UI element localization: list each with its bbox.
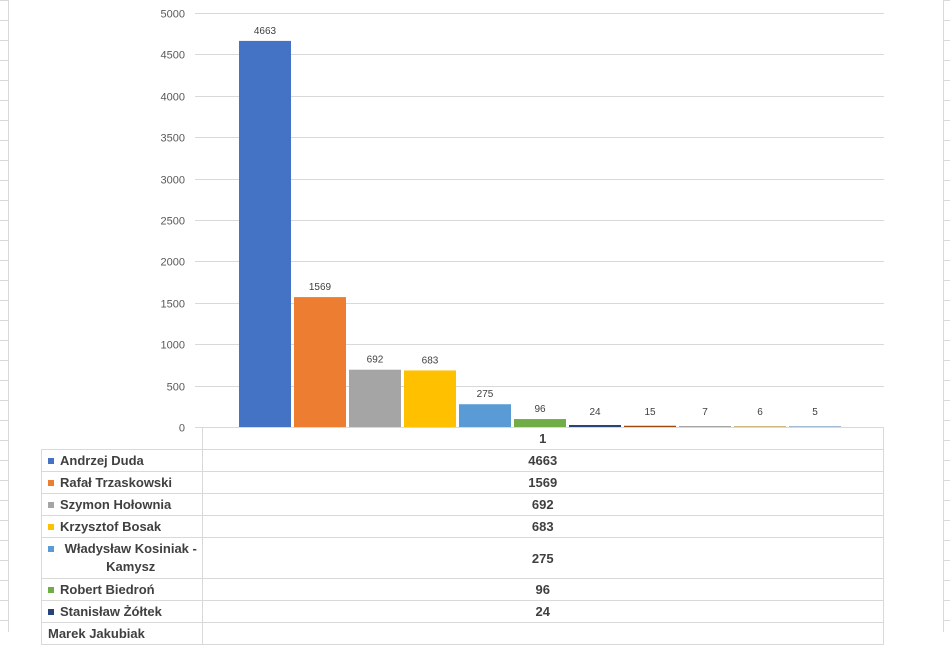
legend-key-4 <box>48 524 54 530</box>
y-tick-label-1500: 1500 <box>161 299 185 311</box>
legend-label-1: Andrzej Duda <box>60 452 144 470</box>
legend-entry-3: Szymon Hołownia <box>42 494 203 516</box>
legend-label-3: Szymon Hołownia <box>60 496 171 514</box>
legend-key-1 <box>48 458 54 464</box>
data-label-3: 692 <box>367 355 384 366</box>
table-value-2: 1569 <box>202 472 884 494</box>
table-value-7: 24 <box>202 601 884 623</box>
legend-label-7: Stanisław Żółtek <box>60 603 162 621</box>
bar-1 <box>239 41 291 427</box>
y-tick-label-2000: 2000 <box>161 257 185 269</box>
data-label-6: 96 <box>534 404 546 415</box>
bar-3 <box>349 370 401 427</box>
legend-entry-6: Robert Biedroń <box>42 579 203 601</box>
legend-entry-7: Stanisław Żółtek <box>42 601 203 623</box>
legend-label-2: Rafał Trzaskowski <box>60 474 172 492</box>
table-row: Rafał Trzaskowski 1569 <box>42 472 884 494</box>
table-value-1: 4663 <box>202 450 884 472</box>
bar-4 <box>404 370 456 427</box>
table-value-partial <box>202 623 884 645</box>
table-value-5: 275 <box>202 538 884 579</box>
y-tick-label-2500: 2500 <box>161 216 185 228</box>
table-value-6: 96 <box>202 579 884 601</box>
bar-6 <box>514 419 566 427</box>
table-corner <box>42 428 203 450</box>
table-row: Szymon Hołownia 692 <box>42 494 884 516</box>
y-tick-label-4000: 4000 <box>161 92 185 104</box>
legend-entry-1: Andrzej Duda <box>42 450 203 472</box>
data-label-5: 275 <box>477 389 494 400</box>
y-tick-label-4500: 4500 <box>161 50 185 62</box>
legend-key-5 <box>48 546 54 552</box>
data-label-1: 4663 <box>254 26 277 37</box>
legend-entry-5: Władysław Kosiniak - Kamysz <box>42 538 203 579</box>
table-row: Andrzej Duda 4663 <box>42 450 884 472</box>
y-tick-label-5000: 5000 <box>161 9 185 21</box>
table-value-3: 692 <box>202 494 884 516</box>
table-row-partial: Marek Jakubiak <box>42 623 884 645</box>
y-tick-label-1000: 1000 <box>161 340 185 352</box>
data-label-9: 7 <box>702 407 708 418</box>
legend-entry-4: Krzysztof Bosak <box>42 516 203 538</box>
y-tick-label-500: 500 <box>167 382 185 394</box>
table-row: Stanisław Żółtek 24 <box>42 601 884 623</box>
y-tick-label-3000: 3000 <box>161 175 185 187</box>
legend-key-3 <box>48 502 54 508</box>
bar-5 <box>459 404 511 427</box>
legend-label-6: Robert Biedroń <box>60 581 155 599</box>
table-row: Robert Biedroń 96 <box>42 579 884 601</box>
table-header-category: 1 <box>202 428 884 450</box>
legend-entry-partial: Marek Jakubiak <box>42 623 203 645</box>
legend-label-5: Władysław Kosiniak - Kamysz <box>60 540 202 576</box>
y-tick-label-3500: 3500 <box>161 133 185 145</box>
bars <box>239 41 841 427</box>
legend-entry-2: Rafał Trzaskowski <box>42 472 203 494</box>
data-label-7: 24 <box>589 407 601 418</box>
legend-label-4: Krzysztof Bosak <box>60 518 161 536</box>
table-value-4: 683 <box>202 516 884 538</box>
table-header-row: 1 <box>42 428 884 450</box>
data-label-11: 5 <box>812 407 818 418</box>
data-label-10: 6 <box>757 407 763 418</box>
table-row: Krzysztof Bosak 683 <box>42 516 884 538</box>
data-label-8: 15 <box>644 407 656 418</box>
legend-key-6 <box>48 587 54 593</box>
legend-key-7 <box>48 609 54 615</box>
data-label-2: 1569 <box>309 282 332 293</box>
bar-2 <box>294 297 346 427</box>
data-label-4: 683 <box>422 355 439 366</box>
legend-key-2 <box>48 480 54 486</box>
legend-label-partial: Marek Jakubiak <box>48 626 145 641</box>
